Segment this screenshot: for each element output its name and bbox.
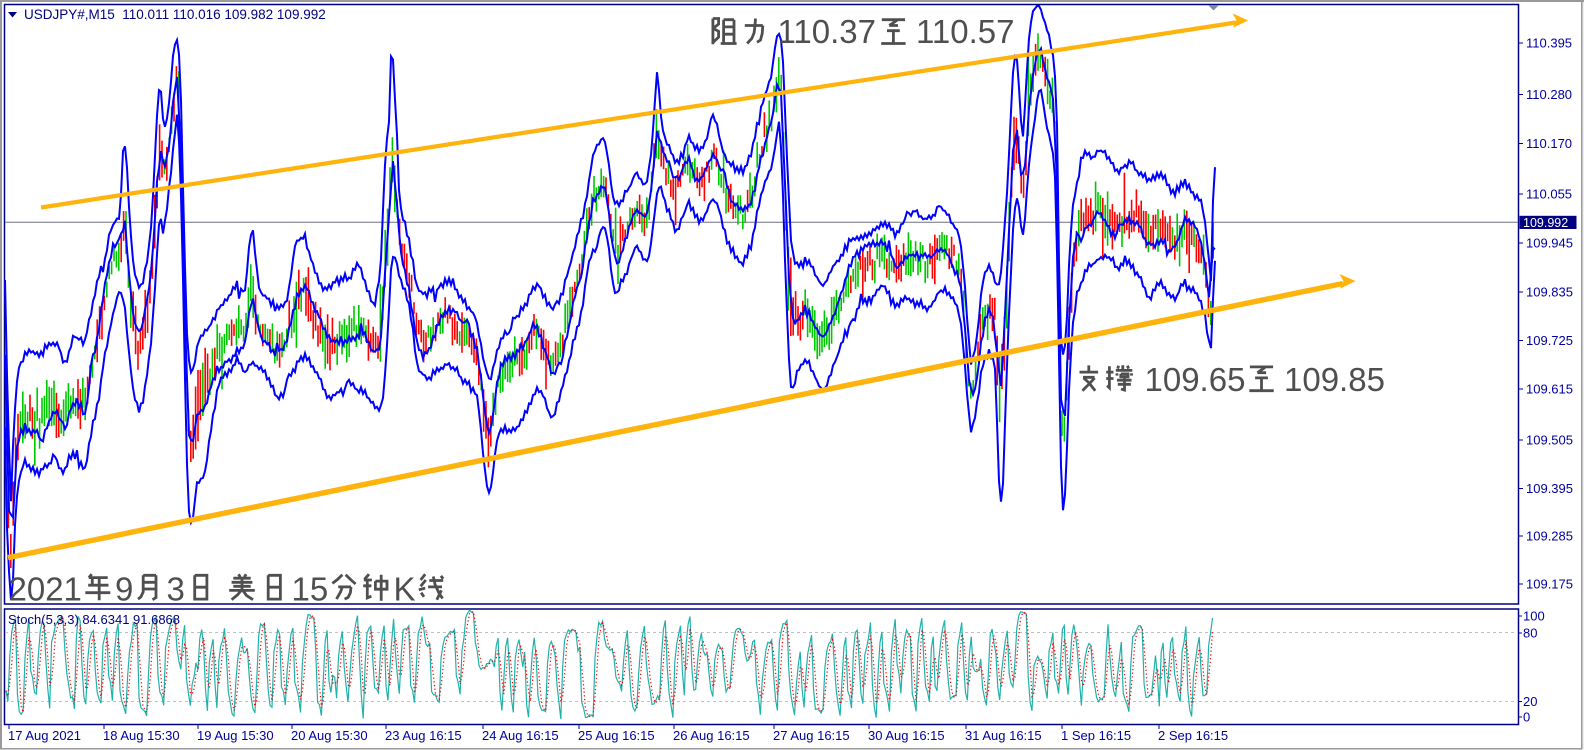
svg-text:80: 80 [1523, 626, 1537, 641]
svg-text:18 Aug 15:30: 18 Aug 15:30 [103, 728, 180, 743]
svg-text:109.992: 109.992 [1523, 216, 1568, 230]
svg-text:Stoch(5,3,3) 84.6341 91.6868: Stoch(5,3,3) 84.6341 91.6868 [8, 612, 180, 627]
svg-text:USDJPY#,M15 110.011 110.016 1: USDJPY#,M15 110.011 110.016 109.982 109.… [24, 7, 326, 22]
svg-text:2021: 2021 [9, 571, 82, 608]
svg-text:19 Aug 15:30: 19 Aug 15:30 [197, 728, 274, 743]
svg-text:25 Aug 16:15: 25 Aug 16:15 [578, 728, 655, 743]
svg-text:9: 9 [115, 571, 133, 608]
svg-text:15: 15 [292, 571, 329, 608]
svg-text:109.285: 109.285 [1526, 529, 1573, 544]
svg-text:1 Sep 16:15: 1 Sep 16:15 [1061, 728, 1131, 743]
svg-text:109.85: 109.85 [1284, 361, 1385, 398]
svg-text:110.055: 110.055 [1526, 187, 1572, 202]
svg-text:26 Aug 16:15: 26 Aug 16:15 [673, 728, 750, 743]
svg-text:20: 20 [1523, 694, 1537, 709]
svg-text:K: K [394, 571, 416, 608]
svg-text:109.945: 109.945 [1526, 236, 1573, 251]
svg-text:100: 100 [1523, 609, 1545, 624]
svg-text:110.170: 110.170 [1526, 136, 1572, 151]
svg-text:109.725: 109.725 [1526, 333, 1573, 348]
svg-text:109.65: 109.65 [1145, 361, 1246, 398]
svg-text:30 Aug 16:15: 30 Aug 16:15 [868, 728, 945, 743]
svg-text:27 Aug 16:15: 27 Aug 16:15 [773, 728, 850, 743]
svg-text:23 Aug 16:15: 23 Aug 16:15 [385, 728, 462, 743]
svg-text:24 Aug 16:15: 24 Aug 16:15 [482, 728, 559, 743]
svg-text:3: 3 [167, 571, 185, 608]
svg-text:110.37: 110.37 [778, 13, 876, 50]
svg-text:109.615: 109.615 [1526, 382, 1573, 397]
svg-text:109.835: 109.835 [1526, 285, 1573, 300]
svg-text:17 Aug 2021: 17 Aug 2021 [8, 728, 81, 743]
svg-text:0: 0 [1523, 710, 1530, 725]
svg-text:2 Sep 16:15: 2 Sep 16:15 [1158, 728, 1228, 743]
svg-text:20 Aug 15:30: 20 Aug 15:30 [291, 728, 368, 743]
svg-text:110.395: 110.395 [1526, 36, 1572, 51]
svg-text:109.505: 109.505 [1526, 433, 1573, 448]
svg-text:31 Aug 16:15: 31 Aug 16:15 [965, 728, 1042, 743]
svg-text:109.395: 109.395 [1526, 481, 1573, 496]
svg-text:110.57: 110.57 [916, 13, 1014, 50]
svg-text:110.280: 110.280 [1526, 87, 1572, 102]
svg-text:109.175: 109.175 [1526, 577, 1573, 592]
